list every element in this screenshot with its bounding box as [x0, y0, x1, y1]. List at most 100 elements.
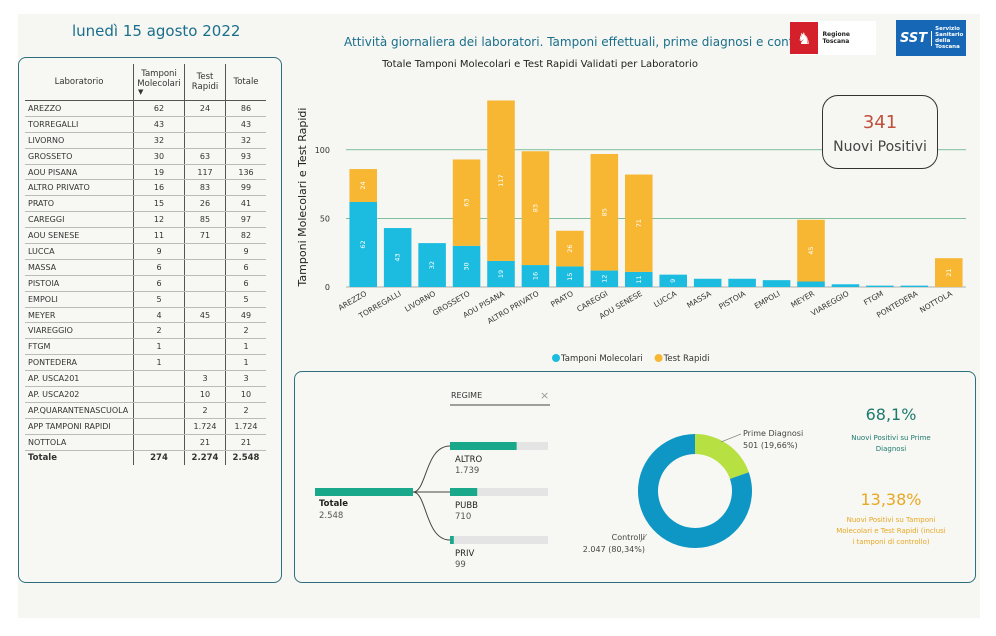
bar-molecolari[interactable]	[900, 285, 929, 287]
cell-mol: 5	[133, 291, 185, 308]
table-row[interactable]: VIAREGGIO 2 2	[25, 322, 266, 340]
bar-rapidi[interactable]	[797, 219, 825, 282]
table-row[interactable]: AREZZO 62 24 86	[25, 100, 266, 117]
cell-tot: 82	[225, 227, 266, 245]
cell-lab: NOTTOLA	[25, 434, 134, 451]
bar-rapidi[interactable]	[349, 169, 377, 202]
table-row[interactable]: CAREGGI 12 85 97	[25, 211, 266, 229]
bar-rapidi[interactable]	[487, 100, 515, 261]
tree-node-label: PUBB	[455, 501, 478, 511]
table-total-row[interactable]: Totale 274 2.274 2.548	[25, 450, 266, 466]
bar-molecolari[interactable]	[418, 243, 446, 287]
cell-rap	[184, 338, 226, 356]
tree-root-bar[interactable]	[315, 488, 413, 496]
tree-bar-priv[interactable]	[450, 536, 454, 544]
tree-bar-altro[interactable]	[450, 442, 517, 450]
bar-rapidi[interactable]	[452, 159, 481, 246]
column-header-mol[interactable]: Tamponi Molecolari ▼	[133, 64, 185, 101]
table-row[interactable]: AP. USCA201 3 3	[25, 370, 266, 388]
table-row[interactable]: LUCCA 9 9	[25, 243, 266, 260]
bar-molecolari[interactable]	[659, 274, 687, 287]
table-row[interactable]: NOTTOLA 21 21	[25, 434, 266, 451]
cell-lab: AREZZO	[25, 100, 134, 117]
table-row[interactable]: AOU PISANA 19 117 136	[25, 164, 266, 181]
cell-lab: APP TAMPONI RAPIDI	[25, 418, 134, 435]
bar-molecolari[interactable]	[556, 266, 584, 287]
bar-molecolari[interactable]	[590, 270, 619, 287]
bar-molecolari[interactable]	[762, 280, 791, 287]
cell-tot: 21	[225, 434, 266, 451]
donut-slice-1[interactable]	[638, 434, 752, 548]
table-row[interactable]: FTGM 1 1	[25, 338, 266, 356]
donut-value: 2.047 (80,34%)	[583, 545, 645, 554]
regime-filter-label[interactable]: REGIME	[451, 391, 482, 400]
y-axis-label: Tamponi Molecolari e Test Rapidi	[296, 108, 309, 288]
table-row[interactable]: GROSSETO 30 63 93	[25, 148, 266, 165]
x-tick-label: LUCCA	[652, 289, 679, 310]
bar-rapidi[interactable]	[625, 174, 653, 272]
bar-data-label: 12	[600, 275, 608, 283]
sort-down-icon[interactable]: ▼	[138, 87, 144, 96]
table-row[interactable]: PRATO 15 26 41	[25, 195, 266, 213]
bar-data-label: 19	[497, 270, 505, 278]
table-row[interactable]: ALTRO PRIVATO 16 83 99	[25, 179, 266, 197]
close-icon[interactable]: ×	[540, 389, 549, 402]
bar-rapidi[interactable]	[556, 230, 584, 267]
bar-molecolari[interactable]	[349, 201, 377, 287]
tree-node-label: PRIV	[455, 549, 475, 559]
tree-bar-pubb[interactable]	[450, 488, 478, 496]
table-row[interactable]: AOU SENESE 11 71 82	[25, 227, 266, 245]
cell-tot: 3	[225, 370, 266, 388]
stat-label: Molecolari e Test Rapidi (inclusi	[836, 527, 946, 535]
bar-rapidi[interactable]	[935, 258, 963, 287]
table-row[interactable]: LIVORNO 32 32	[25, 132, 266, 149]
bar-molecolari[interactable]	[728, 278, 756, 287]
cell-mol: 6	[133, 259, 185, 276]
stat-label: Diagnosi	[876, 445, 906, 453]
legend-dot-1	[654, 354, 663, 362]
cell-mol: 1	[133, 338, 185, 356]
table-row[interactable]: AP. USCA202 10 10	[25, 386, 266, 403]
bar-molecolari[interactable]	[383, 228, 412, 287]
cell-mol: 32	[133, 132, 185, 149]
table-row[interactable]: AP.QUARANTENASCUOLA 2 2	[25, 402, 266, 419]
bar-molecolari[interactable]	[487, 260, 515, 287]
table-row[interactable]: MEYER 4 45 49	[25, 307, 266, 324]
cell-tot: 32	[225, 132, 266, 149]
cell-mol: 1	[133, 354, 185, 372]
bar-data-label: 63	[463, 199, 471, 207]
bar-molecolari[interactable]	[866, 285, 894, 287]
bar-molecolari[interactable]	[521, 265, 550, 287]
bar-rapidi[interactable]	[590, 153, 619, 271]
bar-molecolari[interactable]	[693, 278, 722, 287]
cell-lab: Totale	[25, 450, 134, 466]
table-row[interactable]: PONTEDERA 1 1	[25, 354, 266, 372]
bar-data-label: 71	[635, 219, 643, 227]
column-header-tot[interactable]: Totale	[225, 64, 266, 101]
pegasus-icon: ♞	[790, 22, 819, 54]
cell-lab: AOU SENESE	[25, 227, 134, 245]
table-row[interactable]: EMPOLI 5 5	[25, 291, 266, 308]
cell-mol	[133, 386, 185, 403]
cell-tot: 2	[225, 402, 266, 419]
donut-slice-0[interactable]	[695, 434, 749, 479]
bar-molecolari[interactable]	[797, 281, 825, 287]
column-header-rap[interactable]: Test Rapidi	[184, 64, 226, 101]
table-row[interactable]: MASSA 6 6	[25, 259, 266, 276]
column-header-lab[interactable]: Laboratorio	[25, 64, 134, 101]
bar-molecolari[interactable]	[452, 245, 481, 287]
cell-lab: LIVORNO	[25, 132, 134, 149]
bar-molecolari[interactable]	[625, 271, 653, 287]
cell-lab: AP.QUARANTENASCUOLA	[25, 402, 134, 419]
cell-lab: AP. USCA201	[25, 370, 134, 388]
legend-label[interactable]: Tamponi Molecolari	[560, 354, 643, 364]
cell-rap: 63	[184, 148, 226, 165]
table-row[interactable]: TORREGALLI 43 43	[25, 116, 266, 133]
table-row[interactable]: PISTOIA 6 6	[25, 275, 266, 292]
legend-label[interactable]: Test Rapidi	[663, 354, 710, 364]
bar-molecolari[interactable]	[831, 284, 860, 287]
cell-tot: 99	[225, 179, 266, 197]
bar-rapidi[interactable]	[521, 151, 550, 266]
table-row[interactable]: APP TAMPONI RAPIDI 1.724 1.724	[25, 418, 266, 435]
